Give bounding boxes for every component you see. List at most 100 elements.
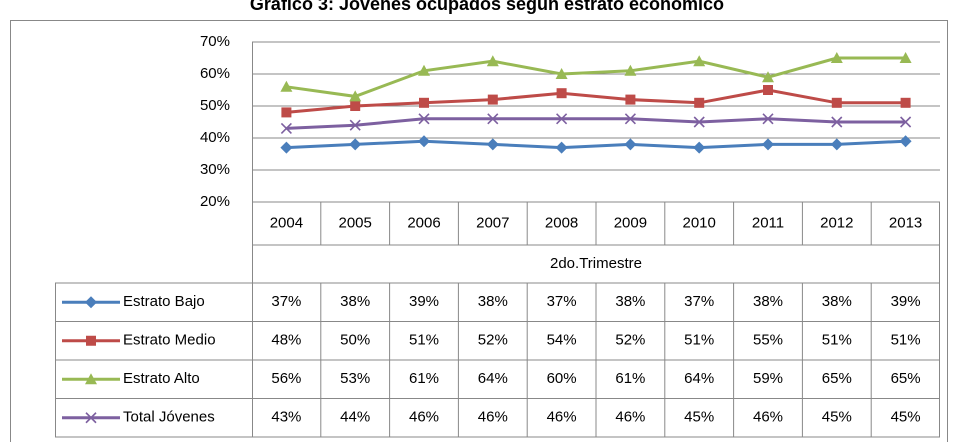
series-line <box>286 139 906 150</box>
legend-marker <box>86 335 96 346</box>
data-point <box>281 107 292 118</box>
table-value: 38% <box>478 293 508 310</box>
table-value: 38% <box>822 293 852 310</box>
data-point <box>693 141 706 154</box>
y-tick-label: 50% <box>200 97 230 114</box>
data-point <box>418 64 430 76</box>
table-value: 61% <box>615 370 645 387</box>
table-value: 39% <box>891 293 921 310</box>
data-point <box>280 141 293 154</box>
legend-marker <box>85 373 97 385</box>
table-value: 43% <box>271 409 301 426</box>
data-point <box>418 135 430 148</box>
data-point <box>556 113 568 125</box>
table-value: 64% <box>684 370 714 387</box>
table-value: 44% <box>340 409 370 426</box>
table-value: 50% <box>340 332 370 349</box>
x-tick-label: 2008 <box>545 214 578 231</box>
data-point <box>831 97 842 108</box>
data-point <box>419 97 429 108</box>
data-point <box>350 101 361 111</box>
data-point <box>899 52 912 63</box>
y-tick-label: 60% <box>200 65 230 82</box>
data-point <box>899 135 912 148</box>
data-point <box>556 88 567 99</box>
data-point <box>693 116 705 128</box>
data-point <box>830 52 843 63</box>
x-tick-label: 2011 <box>752 214 784 231</box>
data-point <box>418 113 430 125</box>
table-value: 52% <box>615 332 645 349</box>
table-value: 46% <box>753 409 783 426</box>
series-line <box>286 56 906 98</box>
table-value: 38% <box>753 293 783 310</box>
data-point <box>830 138 843 151</box>
data-point <box>762 113 774 125</box>
chart-title: Gráfico 3: Jóvenes ocupados según estrat… <box>250 0 724 14</box>
x-tick-label: 2005 <box>339 214 372 231</box>
legend-marker <box>85 296 97 309</box>
data-point <box>349 119 361 131</box>
table-value: 38% <box>340 293 370 310</box>
table-value: 46% <box>547 409 577 426</box>
data-point <box>486 55 499 67</box>
data-point <box>555 141 568 154</box>
data-point <box>487 94 498 105</box>
table-value: 37% <box>271 293 301 310</box>
table-value: 46% <box>409 409 439 426</box>
x-tick-label: 2012 <box>820 214 853 231</box>
table-value: 51% <box>409 332 439 349</box>
table-value: 56% <box>271 370 301 387</box>
data-point <box>624 64 637 76</box>
data-point <box>625 94 636 105</box>
data-point <box>486 138 499 151</box>
table-value: 64% <box>478 370 508 387</box>
x-tick-label: 2010 <box>683 214 716 231</box>
chart-frame <box>10 20 948 442</box>
data-point <box>555 68 568 79</box>
x-tick-label: 2006 <box>407 214 440 231</box>
table-value: 60% <box>547 370 577 387</box>
table-value: 46% <box>478 409 508 426</box>
table-value: 55% <box>753 332 783 349</box>
legend-marker <box>85 412 97 424</box>
data-point <box>349 138 362 151</box>
legend-label: Estrato Bajo <box>123 293 205 310</box>
data-point <box>763 85 773 95</box>
data-point <box>624 113 636 125</box>
table-value: 51% <box>822 332 852 349</box>
table-value: 45% <box>684 409 714 426</box>
x-tick-label: 2013 <box>889 214 922 231</box>
table-value: 53% <box>340 370 370 387</box>
table-value: 54% <box>547 332 577 349</box>
data-point <box>487 113 499 125</box>
data-point <box>900 97 911 108</box>
data-point <box>831 116 843 128</box>
table-value: 46% <box>615 409 645 426</box>
table-value: 51% <box>684 332 714 349</box>
table-value: 37% <box>684 293 714 310</box>
data-point <box>624 138 637 151</box>
table-value: 38% <box>615 293 645 310</box>
series-line <box>286 117 906 130</box>
table-value: 65% <box>891 370 921 387</box>
table-value: 45% <box>891 409 921 426</box>
x-tick-label: 2009 <box>614 214 647 231</box>
y-tick-label: 20% <box>200 193 230 210</box>
table-value: 61% <box>409 370 439 387</box>
data-point <box>762 138 774 151</box>
series-line <box>286 88 906 114</box>
table-value: 45% <box>822 409 852 426</box>
table-value: 51% <box>891 332 921 349</box>
data-point <box>280 122 292 134</box>
table-value: 65% <box>822 370 852 387</box>
table-value: 52% <box>478 332 508 349</box>
x-tick-label: 2004 <box>270 214 303 231</box>
data-point <box>349 90 362 102</box>
data-point <box>900 116 912 128</box>
data-point <box>280 80 293 92</box>
y-tick-label: 30% <box>200 161 230 178</box>
legend-label: Estrato Medio <box>123 332 216 349</box>
table-value: 59% <box>753 370 783 387</box>
